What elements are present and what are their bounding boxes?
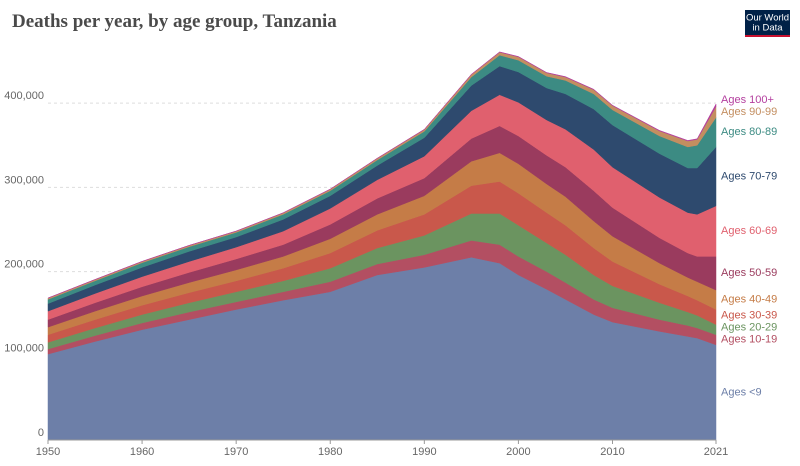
logo-text: Our World <box>746 13 789 24</box>
legend-label: Ages 70-79 <box>721 170 777 182</box>
y-tick-label: 100,000 <box>4 343 44 355</box>
legend-label: Ages 20-29 <box>721 322 777 334</box>
area <box>47 51 717 299</box>
chart-title: Deaths per year, by age group, Tanzania <box>12 11 337 32</box>
y-tick-label: 0 <box>38 427 44 439</box>
legend-label: Ages 30-39 <box>721 310 777 322</box>
x-tick-label: 2021 <box>704 446 728 458</box>
legend-label: Ages 40-49 <box>721 294 777 306</box>
logo-text: in Data <box>752 23 783 34</box>
x-tick-label: 1980 <box>318 446 342 458</box>
x-tick-label: 1970 <box>224 446 248 458</box>
logo-underline <box>745 35 790 37</box>
logo <box>745 10 790 37</box>
legend-label: Ages 60-69 <box>721 225 777 237</box>
y-tick-label: 200,000 <box>4 258 44 270</box>
x-tick-label: 1990 <box>412 446 436 458</box>
legend-label: Ages 50-59 <box>721 267 777 279</box>
legend-label: Ages 100+ <box>721 94 774 106</box>
x-tick-label: 2010 <box>600 446 624 458</box>
x-tick-label: 1950 <box>36 446 60 458</box>
x-tick-label: 2000 <box>506 446 530 458</box>
legend-label: Ages <9 <box>721 386 762 398</box>
legend-label: Ages 10-19 <box>721 334 777 346</box>
legend-label: Ages 90-99 <box>721 106 777 118</box>
legend-label: Ages 80-89 <box>721 126 777 138</box>
y-tick-label: 400,000 <box>4 90 44 102</box>
x-tick-label: 1960 <box>130 446 154 458</box>
y-tick-label: 300,000 <box>4 174 44 186</box>
